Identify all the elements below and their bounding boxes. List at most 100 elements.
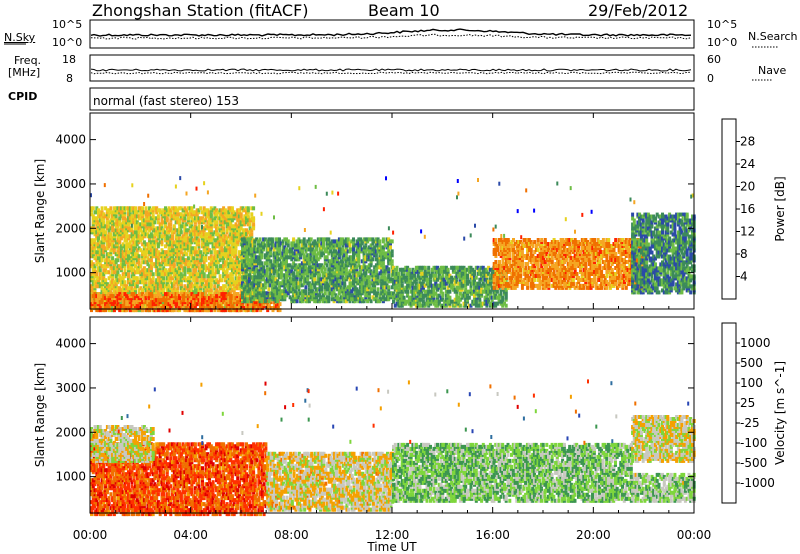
data-cell [93,304,97,309]
data-cell [283,289,287,294]
data-cell [153,228,157,233]
data-cell [272,247,276,252]
data-cell [165,216,169,221]
data-cell [209,278,213,283]
data-cell [211,298,215,303]
data-cell [346,261,350,266]
data-cell [104,268,108,273]
data-cell [258,255,262,260]
date-label: 29/Feb/2012 [588,1,689,20]
data-cell [225,210,229,215]
data-cell [190,240,194,245]
data-cell [107,284,111,289]
data-cell [364,249,368,254]
data-cell [105,224,109,229]
data-cell [188,286,192,291]
data-cell [341,295,345,300]
data-cell [215,220,219,225]
data-cell [179,250,183,255]
data-cell [192,264,196,269]
data-cell [156,230,160,235]
data-cell [229,272,233,277]
data-cell [229,280,233,285]
data-cell [199,230,203,235]
data-cell [167,222,171,227]
data-cell [162,266,166,271]
data-cell [130,252,134,257]
data-cell [272,259,276,264]
data-cell [348,299,352,304]
data-cell [104,214,108,219]
data-cell [171,244,174,249]
data-cell [352,293,355,298]
data-cell [123,274,127,279]
data-cell [269,277,273,282]
data-cell [155,278,159,283]
data-cell [334,277,338,282]
data-cell [128,256,132,261]
data-cell [156,292,160,297]
data-cell [118,274,122,279]
data-cell [213,242,217,247]
data-cell [162,296,166,301]
data-cell [160,270,164,275]
data-cell [341,237,345,242]
data-cell [142,278,146,283]
data-cell [262,277,266,282]
data-cell [278,308,282,313]
data-cell [97,300,100,305]
data-cell [183,236,187,241]
data-cell [158,262,162,267]
data-cell [246,289,250,294]
data-cell [380,251,384,256]
data-cell [359,269,362,274]
data-cell [279,289,283,294]
data-cell [334,249,338,254]
data-cell [183,292,187,297]
data-cell [320,285,324,290]
data-cell [167,252,171,257]
data-cell [322,271,325,276]
data-cell [149,304,153,309]
data-cell [102,294,106,299]
data-cell [164,258,167,263]
data-cell [164,230,167,235]
data-cell [118,206,122,211]
data-cell [116,228,120,233]
data-cell [135,220,139,225]
data-cell [241,291,244,296]
data-cell [348,247,352,252]
data-cell [215,238,219,243]
data-cell [216,302,220,307]
data-cell [330,239,334,244]
data-cell [195,236,199,241]
data-cell [260,304,264,309]
data-cell [242,259,246,264]
data-cell [185,298,189,303]
data-cell [265,239,269,244]
data-cell [279,251,283,256]
data-cell [373,277,377,282]
data-cell [137,230,141,235]
data-cell [263,243,267,248]
data-cell [202,238,206,243]
data-cell [218,216,222,221]
data-cell [162,252,166,257]
data-cell [232,306,236,311]
data-cell [186,300,190,305]
data-cell [158,294,162,299]
data-cell [222,238,226,243]
data-cell [118,308,122,313]
data-cell [299,297,303,302]
data-cell [146,292,150,297]
data-cell [151,224,155,229]
data-cell [223,234,227,239]
data-cell [267,275,271,280]
data-cell [227,240,231,245]
data-cell [183,224,187,229]
data-cell [293,243,297,248]
nsky-trace [90,28,692,37]
data-cell [206,266,210,271]
data-cell [185,252,189,257]
data-cell [381,275,385,280]
